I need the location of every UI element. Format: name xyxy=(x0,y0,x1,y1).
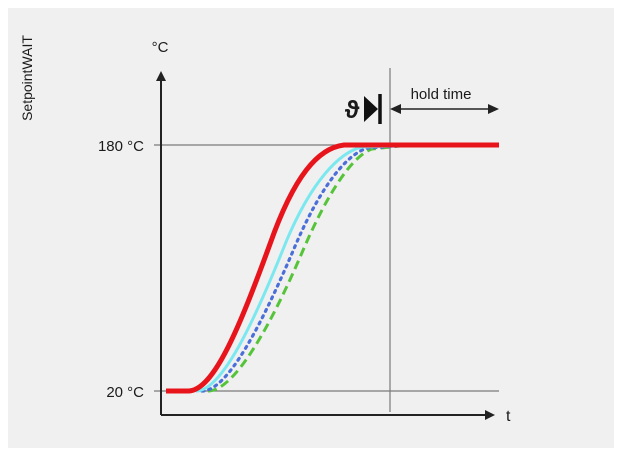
theta-symbol: ϑ xyxy=(345,96,360,124)
setpoint-red-curve xyxy=(166,142,499,394)
hold-time-arrow-right-head xyxy=(488,104,499,114)
y-low-label: 20 °C xyxy=(106,384,144,401)
x-axis-label: t xyxy=(506,408,511,425)
hold-time-arrow-left-head xyxy=(390,104,401,114)
diagram-panel: SetpointWAIT °C 180 °C 20 °C t hold time… xyxy=(8,8,614,448)
hold-time-label: hold time xyxy=(411,86,472,103)
side-label: SetpointWAIT xyxy=(19,35,35,121)
y-high-label: 180 °C xyxy=(98,138,144,155)
green-dashed-curve xyxy=(207,144,401,393)
blue-dotted-curve xyxy=(200,144,400,393)
temperature-profile-diagram: SetpointWAIT °C 180 °C 20 °C t hold time… xyxy=(19,35,511,425)
y-unit-label: °C xyxy=(152,39,169,56)
wait-marker-icon xyxy=(364,96,378,122)
cyan-solid-curve xyxy=(195,144,397,393)
